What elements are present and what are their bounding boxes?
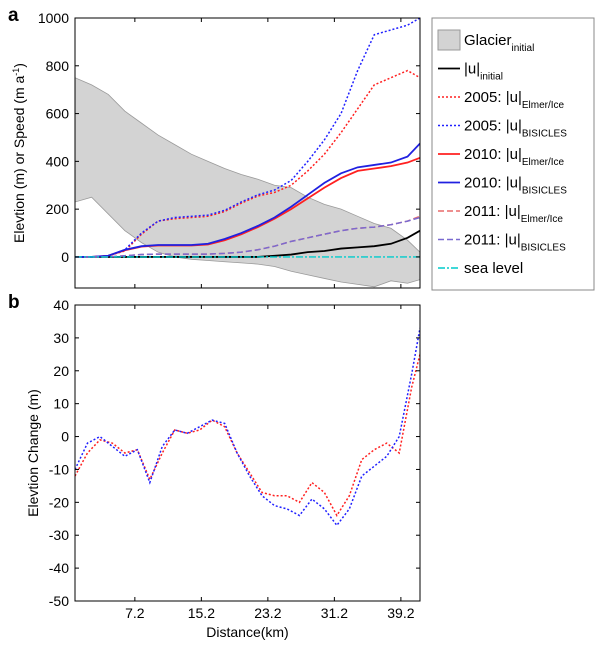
legend-label-text: sea level [464,260,523,277]
y-axis-label: Elevtion (m) or Speed (m a-1) [11,63,27,243]
series-line [75,142,420,258]
legend-label-text: 2011: |u| [464,203,521,220]
x-tick-label: 7.2 [125,605,145,621]
x-tick-label: 31.2 [321,605,348,621]
x-tick-label: 23.2 [254,605,281,621]
y-axis-label-sup: -1 [11,68,21,76]
series-line [75,354,420,517]
legend-label-sub: initial [480,71,503,82]
legend-label: 2005: |u|Elmer/Ice [464,89,565,111]
y-tick-label: -40 [49,560,69,576]
y-tick-label: 0 [61,429,69,445]
y-tick-label: 30 [53,330,69,346]
y-tick-label: -10 [49,461,69,477]
x-axis-label: Distance(km) [206,624,288,640]
glacier-band [75,77,420,288]
legend-label-sub: BISICLES [522,185,567,196]
x-tick-label: 15.2 [188,605,215,621]
legend-label: 2010: |u|Elmer/Ice [464,146,565,168]
legend-label-text: 2005: |u| [464,118,522,135]
legend-swatch [437,29,461,51]
legend-label: 2011: |u|BISICLES [464,232,566,254]
y-tick-label: 20 [53,363,69,379]
y-tick-label: 600 [46,106,70,122]
y-tick-label: 200 [46,201,70,217]
legend-label-text: Glacier [464,32,512,49]
panel-label: a [8,5,19,26]
legend-label-sub: Elmer/Ice [521,214,564,225]
plot-area [75,18,420,288]
y-tick-label: 0 [61,249,69,265]
y-tick-label: 1000 [38,10,69,26]
plot-area [75,327,420,527]
y-axis-label-text: Elevtion (m) or Speed (m a [11,75,27,242]
legend-label-sub: BISICLES [521,242,566,253]
legend-label-text: 2010: |u| [464,175,522,192]
legend-label-text: |u| [464,61,480,78]
series-line [75,216,420,258]
legend-label: 2005: |u|BISICLES [464,118,567,140]
legend-label-text: 2010: |u| [464,146,522,163]
legend-label: 2010: |u|BISICLES [464,175,567,197]
legend-label-sub: BISICLES [522,128,567,139]
y-tick-label: -50 [49,593,69,609]
y-tick-label: 40 [53,297,69,313]
y-tick-label: 400 [46,153,70,169]
y-tick-label: -20 [49,494,69,510]
y-tick-label: 10 [53,396,69,412]
y-tick-label: 800 [46,58,70,74]
legend-label: sea level [464,260,523,277]
plot-frame [74,17,421,289]
legend-label-text: 2005: |u| [464,89,522,106]
y-tick-label: -30 [49,527,69,543]
y-axis-label-end: ) [11,63,27,68]
y-axis-label: Elevtion Change (m) [25,389,41,517]
series-line [75,18,420,258]
legend-label-text: 2011: |u| [464,232,521,249]
legend-label: |u|initial [464,61,503,83]
x-tick-label: 39.2 [387,605,414,621]
y-axis-label-text: Elevtion Change (m) [25,389,41,517]
legend-label-sub: Elmer/Ice [522,100,565,111]
legend-label-sub: Elmer/Ice [522,157,565,168]
panel-label: b [8,292,20,313]
legend-label-sub: initial [512,43,535,54]
legend-label: Glacierinitial [464,32,534,54]
series-line [75,327,420,527]
legend-label: 2011: |u|Elmer/Ice [464,203,563,225]
plot-frame [74,304,421,602]
